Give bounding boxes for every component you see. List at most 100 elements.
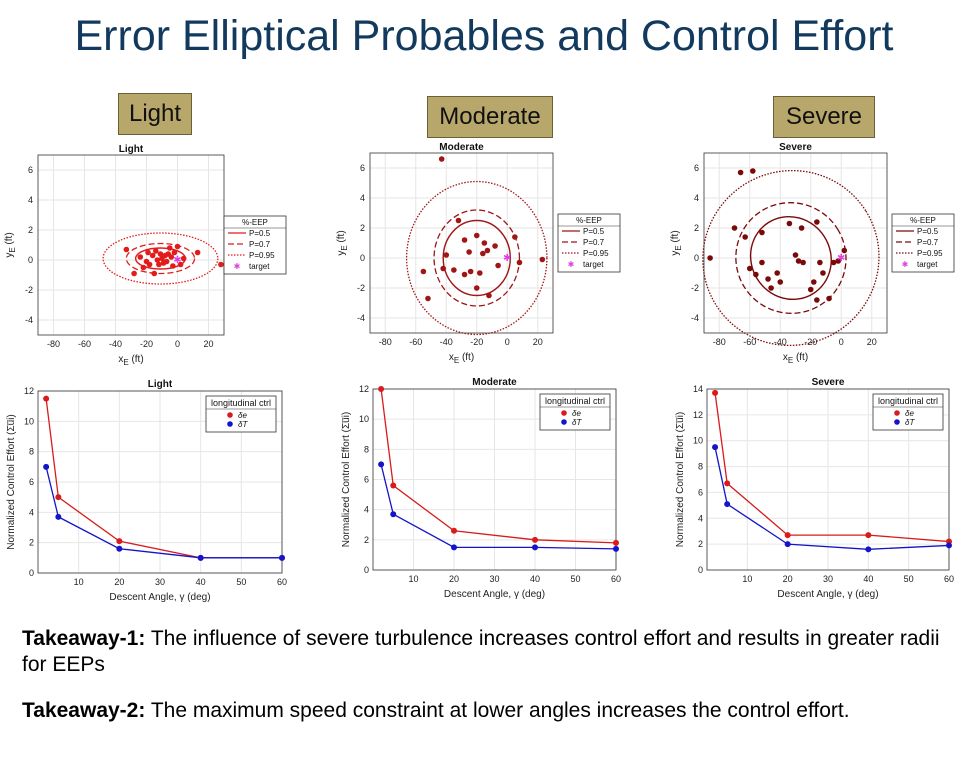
data-point	[378, 386, 385, 392]
scatter-point	[151, 270, 158, 277]
legend-entry: target	[583, 260, 604, 269]
scatter-point	[737, 169, 744, 176]
x-tick-label: 20	[449, 574, 459, 584]
scatter-point	[777, 279, 784, 285]
takeaway-2: Takeaway-2: The maximum speed constraint…	[22, 698, 942, 724]
legend-marker	[561, 410, 567, 416]
eep-ellipse-07	[433, 209, 521, 307]
chart-title: Moderate	[439, 142, 484, 153]
scatter-point	[461, 271, 468, 278]
scatter-point	[420, 268, 427, 275]
eep-ellipse-05	[749, 215, 832, 301]
scatter-point	[820, 270, 826, 276]
x-tick-label: 0	[839, 337, 844, 347]
x-tick-label: -20	[804, 337, 817, 347]
scatter-point	[765, 276, 771, 282]
legend-entry: P=0.5	[249, 229, 271, 238]
y-tick-label: 6	[364, 475, 369, 485]
x-tick-label: 30	[489, 574, 499, 584]
y-tick-label: 4	[29, 507, 34, 517]
scatter-point	[123, 246, 130, 253]
scatter-point	[811, 279, 817, 285]
y-axis-label: Normalized Control Effort (Σu̅i)	[675, 412, 686, 547]
chart-title: Severe	[779, 142, 812, 153]
data-point	[724, 480, 731, 487]
scatter-point	[455, 217, 462, 224]
scatter-point	[194, 249, 201, 256]
y-tick-label: -2	[691, 283, 699, 293]
legend-entry: P=0.95	[583, 249, 609, 258]
legend-entry: P=0.7	[583, 238, 605, 247]
scatter-point	[145, 249, 151, 256]
x-tick-label: 60	[277, 577, 287, 587]
scatter-point	[451, 267, 457, 273]
scatter-point	[166, 245, 173, 251]
y-tick-label: 6	[29, 477, 34, 487]
legend-box	[539, 393, 611, 431]
x-tick-label: 10	[408, 574, 418, 584]
scatter-point	[759, 259, 765, 266]
legend-entry: δe	[572, 409, 581, 418]
y-tick-label: 2	[694, 223, 699, 233]
chart-title: Light	[148, 379, 173, 390]
series-line-throttle	[714, 447, 950, 550]
scatter-point	[177, 261, 184, 268]
legend-entry: δT	[905, 418, 915, 427]
data-point	[55, 513, 62, 520]
x-tick-label: -20	[140, 339, 153, 349]
x-axis-label: Descent Angle, γ (deg)	[109, 592, 210, 603]
legend-marker	[227, 421, 233, 427]
scatter-point	[170, 263, 176, 269]
x-tick-label: 0	[505, 337, 510, 347]
legend-entry: P=0.7	[249, 240, 271, 249]
scatter-point	[807, 286, 814, 293]
y-tick-label: 4	[28, 195, 33, 205]
target-marker: ✱	[503, 253, 511, 264]
legend-entry: target	[917, 260, 938, 269]
scatter-point	[707, 255, 713, 261]
data-point	[865, 532, 872, 539]
scatter-point	[495, 262, 501, 269]
y-axis-label: Normalized Control Effort (Σu̅i)	[6, 414, 17, 549]
scatter-point	[131, 270, 137, 277]
y-tick-label: 8	[29, 447, 34, 457]
x-tick-label: 30	[823, 574, 833, 584]
data-point	[43, 395, 50, 402]
legend-entry: δe	[238, 411, 247, 420]
legend-title: %-EEP	[242, 218, 268, 227]
x-tick-label: 30	[155, 577, 165, 587]
scatter-point	[481, 240, 488, 246]
legend-title: longitudinal ctrl	[545, 396, 605, 406]
scatter-point	[539, 256, 546, 263]
eep-ellipse-07	[125, 242, 196, 275]
scatter-point	[473, 232, 480, 239]
takeaways: Takeaway-1: The influence of severe turb…	[22, 626, 942, 744]
scatter-point	[768, 285, 774, 291]
legend-entry: δT	[572, 418, 582, 427]
x-tick-label: 0	[175, 339, 180, 349]
data-point	[784, 541, 791, 548]
x-tick-label: 40	[196, 577, 206, 587]
y-axis-label: Normalized Control Effort (Σu̅i)	[341, 412, 352, 547]
y-tick-label: 2	[364, 535, 369, 545]
data-point	[613, 545, 619, 552]
scatter-point	[742, 234, 748, 240]
scatter-point	[798, 225, 805, 231]
y-tick-label: -4	[357, 313, 365, 323]
y-tick-label: 12	[693, 410, 703, 420]
plot-frame	[706, 388, 950, 571]
takeaway-1: Takeaway-1: The influence of severe turb…	[22, 626, 942, 678]
eep-ellipse-05	[442, 219, 512, 297]
scatter-point	[467, 268, 474, 275]
data-point	[116, 538, 123, 545]
scatter-point	[814, 219, 820, 225]
y-tick-label: 4	[360, 193, 365, 203]
x-tick-label: 20	[867, 337, 877, 347]
y-tick-label: 8	[698, 462, 703, 472]
legend-entry: P=0.95	[249, 251, 275, 260]
legend-box	[223, 215, 287, 275]
scatter-point	[154, 257, 161, 263]
scatter-point	[753, 271, 759, 278]
y-tick-label: 4	[364, 505, 369, 515]
